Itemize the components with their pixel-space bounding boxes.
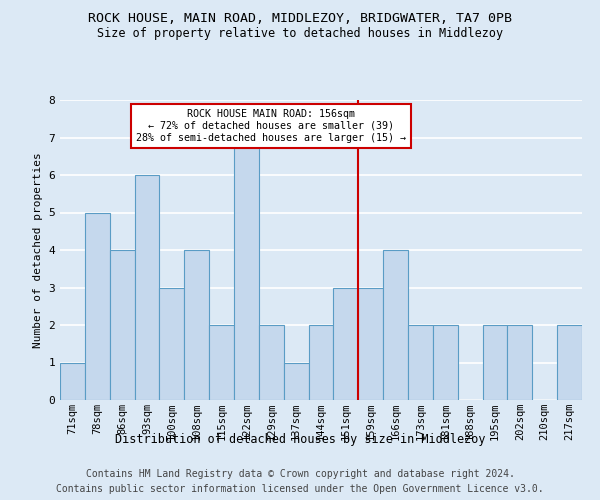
Text: ROCK HOUSE, MAIN ROAD, MIDDLEZOY, BRIDGWATER, TA7 0PB: ROCK HOUSE, MAIN ROAD, MIDDLEZOY, BRIDGW… [88, 12, 512, 26]
Y-axis label: Number of detached properties: Number of detached properties [33, 152, 43, 348]
Bar [134, 175, 160, 400]
Bar [408, 325, 433, 400]
Bar [85, 212, 110, 400]
Text: ROCK HOUSE MAIN ROAD: 156sqm
← 72% of detached houses are smaller (39)
28% of se: ROCK HOUSE MAIN ROAD: 156sqm ← 72% of de… [136, 110, 406, 142]
Bar [110, 250, 134, 400]
Bar [433, 325, 458, 400]
Bar [259, 325, 284, 400]
Bar [508, 325, 532, 400]
Bar [209, 325, 234, 400]
Text: Distribution of detached houses by size in Middlezoy: Distribution of detached houses by size … [115, 432, 485, 446]
Bar [60, 362, 85, 400]
Bar [482, 325, 508, 400]
Bar [308, 325, 334, 400]
Text: Size of property relative to detached houses in Middlezoy: Size of property relative to detached ho… [97, 28, 503, 40]
Bar [284, 362, 308, 400]
Bar [234, 138, 259, 400]
Bar [160, 288, 184, 400]
Bar [383, 250, 408, 400]
Text: Contains HM Land Registry data © Crown copyright and database right 2024.: Contains HM Land Registry data © Crown c… [86, 469, 514, 479]
Bar [557, 325, 582, 400]
Bar [358, 288, 383, 400]
Bar [184, 250, 209, 400]
Text: Contains public sector information licensed under the Open Government Licence v3: Contains public sector information licen… [56, 484, 544, 494]
Bar [334, 288, 358, 400]
